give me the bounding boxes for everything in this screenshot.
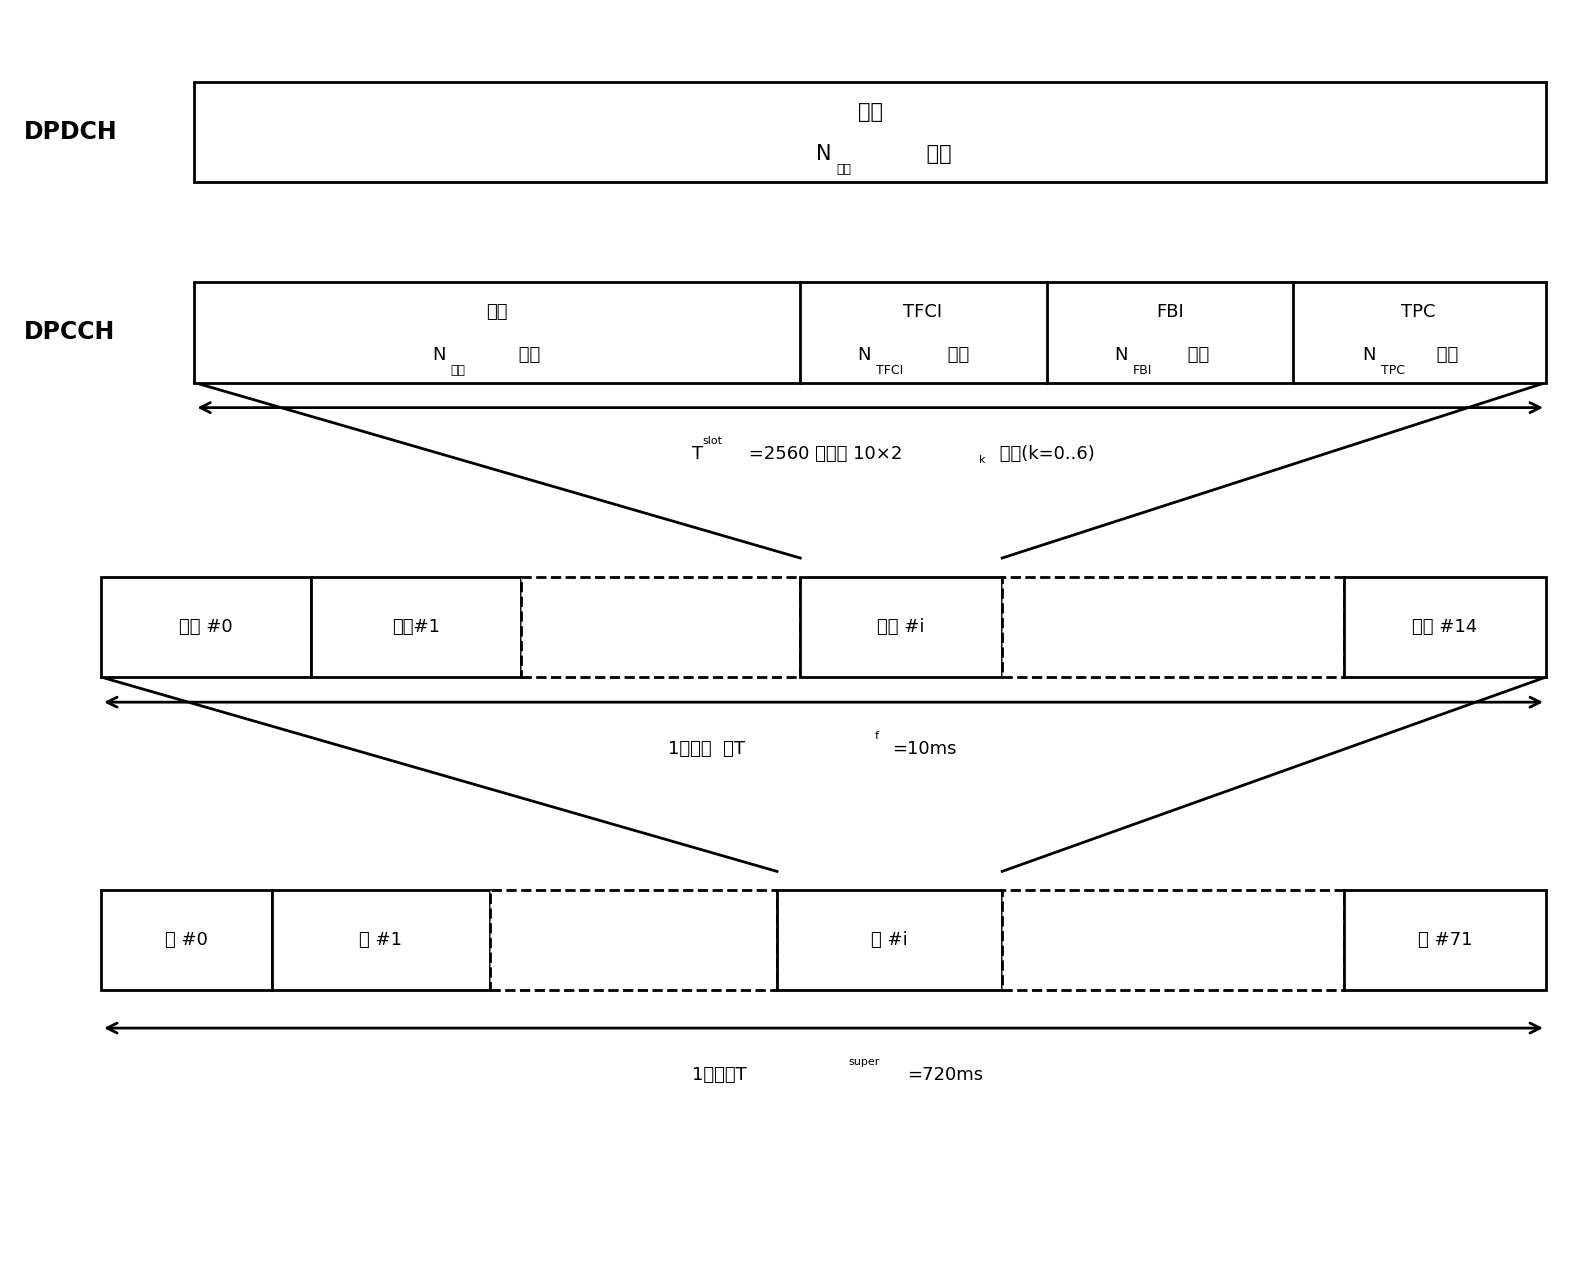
Bar bbox=[521, 577, 800, 677]
Text: =2560 码片， 10×2: =2560 码片， 10×2 bbox=[743, 445, 902, 463]
Text: 帧 #71: 帧 #71 bbox=[1417, 931, 1472, 949]
Text: 1超帧：T: 1超帧：T bbox=[691, 1065, 747, 1083]
Bar bbox=[800, 577, 1002, 677]
Text: N: N bbox=[857, 347, 872, 365]
Bar bbox=[777, 890, 1002, 990]
Text: 数据: 数据 bbox=[857, 102, 883, 122]
Text: TFCI: TFCI bbox=[903, 303, 943, 321]
Text: 时隙 #i: 时隙 #i bbox=[878, 618, 926, 636]
Bar bbox=[1002, 577, 1344, 677]
Text: DPCCH: DPCCH bbox=[24, 321, 114, 344]
Text: slot: slot bbox=[702, 436, 723, 446]
Text: FBI: FBI bbox=[1133, 363, 1152, 376]
Text: k: k bbox=[980, 455, 986, 466]
Text: f: f bbox=[875, 732, 878, 741]
Text: FBI: FBI bbox=[1155, 303, 1184, 321]
Text: 1无线帧  ：T: 1无线帧 ：T bbox=[669, 739, 745, 757]
Text: TPC: TPC bbox=[1381, 363, 1406, 376]
Text: 帧 #0: 帧 #0 bbox=[165, 931, 208, 949]
Bar bbox=[101, 577, 311, 677]
Text: 数据: 数据 bbox=[835, 162, 851, 177]
Bar bbox=[273, 890, 490, 990]
Text: 导频: 导频 bbox=[450, 363, 466, 376]
Bar bbox=[1344, 577, 1545, 677]
Text: N: N bbox=[433, 347, 445, 365]
Text: 时隙 #14: 时隙 #14 bbox=[1412, 618, 1477, 636]
Text: T: T bbox=[691, 445, 702, 463]
Text: N: N bbox=[1114, 347, 1127, 365]
Text: 帧 #1: 帧 #1 bbox=[360, 931, 403, 949]
Text: 导频: 导频 bbox=[487, 303, 509, 321]
Text: N: N bbox=[816, 145, 832, 165]
Bar bbox=[195, 283, 1545, 382]
Text: =720ms: =720ms bbox=[908, 1065, 984, 1083]
Text: 时隙#1: 时隙#1 bbox=[391, 618, 439, 636]
Text: super: super bbox=[848, 1056, 880, 1067]
Text: 帧 #i: 帧 #i bbox=[872, 931, 908, 949]
Bar bbox=[1002, 890, 1344, 990]
Text: 比特: 比特 bbox=[919, 145, 951, 165]
Text: =10ms: =10ms bbox=[892, 739, 956, 757]
Text: 比特(k=0..6): 比特(k=0..6) bbox=[994, 445, 1095, 463]
Text: 时隙 #0: 时隙 #0 bbox=[179, 618, 233, 636]
Bar bbox=[195, 82, 1545, 182]
Bar bbox=[311, 577, 521, 677]
Text: TFCI: TFCI bbox=[877, 363, 903, 376]
Bar bbox=[101, 890, 273, 990]
Text: DPDCH: DPDCH bbox=[24, 120, 117, 143]
Bar bbox=[1344, 890, 1545, 990]
Text: 比特: 比特 bbox=[1431, 347, 1458, 365]
Text: 比特: 比特 bbox=[941, 347, 968, 365]
Text: N: N bbox=[1363, 347, 1376, 365]
Text: 比特: 比特 bbox=[514, 347, 540, 365]
Bar bbox=[490, 890, 777, 990]
Text: 比特: 比特 bbox=[1182, 347, 1209, 365]
Text: TPC: TPC bbox=[1401, 303, 1436, 321]
